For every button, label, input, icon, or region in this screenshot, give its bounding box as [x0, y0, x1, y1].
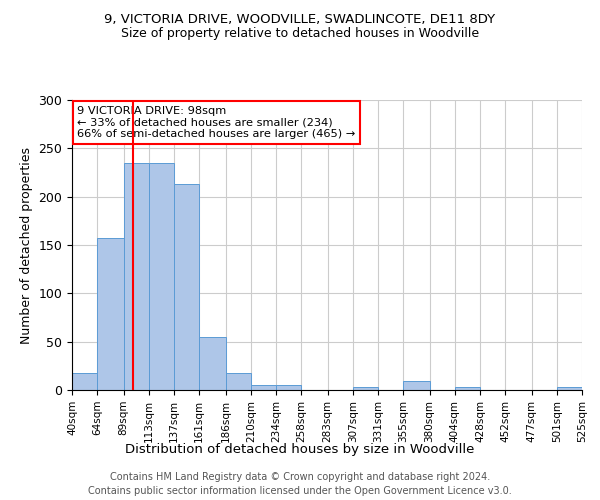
- Bar: [149, 163, 174, 390]
- Bar: [72, 372, 97, 390]
- Bar: [276, 385, 301, 390]
- Bar: [455, 387, 480, 390]
- Bar: [403, 382, 430, 390]
- Text: Size of property relative to detached houses in Woodville: Size of property relative to detached ho…: [121, 28, 479, 40]
- Bar: [353, 387, 378, 390]
- Text: Contains public sector information licensed under the Open Government Licence v3: Contains public sector information licen…: [88, 486, 512, 496]
- Bar: [97, 238, 124, 390]
- Text: Distribution of detached houses by size in Woodville: Distribution of detached houses by size …: [125, 442, 475, 456]
- Bar: [124, 163, 149, 390]
- Bar: [557, 387, 582, 390]
- Bar: [226, 372, 251, 390]
- Bar: [199, 337, 226, 390]
- Text: Contains HM Land Registry data © Crown copyright and database right 2024.: Contains HM Land Registry data © Crown c…: [110, 472, 490, 482]
- Bar: [174, 184, 199, 390]
- Text: 9 VICTORIA DRIVE: 98sqm
← 33% of detached houses are smaller (234)
66% of semi-d: 9 VICTORIA DRIVE: 98sqm ← 33% of detache…: [77, 106, 355, 139]
- Y-axis label: Number of detached properties: Number of detached properties: [20, 146, 33, 344]
- Text: 9, VICTORIA DRIVE, WOODVILLE, SWADLINCOTE, DE11 8DY: 9, VICTORIA DRIVE, WOODVILLE, SWADLINCOT…: [104, 12, 496, 26]
- Bar: [251, 385, 276, 390]
